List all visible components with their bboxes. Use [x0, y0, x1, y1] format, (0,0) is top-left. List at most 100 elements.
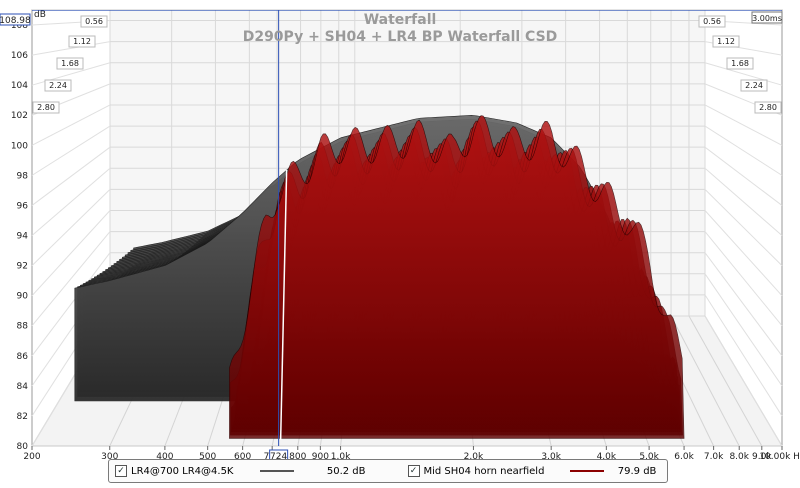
z-label-left: 0.56: [85, 17, 103, 26]
y-tick-label: 88: [17, 322, 29, 332]
y-tick-label: 98: [17, 171, 29, 181]
x-tick-label: 4.0k: [597, 452, 617, 462]
side-grid-right: [704, 231, 783, 327]
y-tick-label: 82: [17, 412, 28, 422]
chart-title: Waterfall: [364, 12, 437, 28]
y-tick-label: 86: [17, 352, 29, 362]
z-label-left: 1.12: [73, 37, 91, 46]
legend-label-lr4: LR4@700 LR4@4.5K: [131, 465, 234, 477]
x-tick-label: 9.0k: [752, 452, 772, 462]
y-tick-label: 102: [11, 111, 28, 121]
side-grid-left: [31, 104, 111, 146]
x-tick-label: 800: [289, 452, 306, 462]
y-tick-label: 106: [11, 51, 28, 61]
z-label-box-right: [726, 57, 754, 70]
side-grid-left: [31, 146, 111, 206]
z-label-box-right: [754, 101, 782, 114]
side-grid-right: [704, 252, 783, 357]
legend-value-sh04: 79.9 dB: [617, 465, 657, 477]
side-grid-right: [704, 167, 783, 236]
side-grid-right: [704, 125, 783, 176]
y-tick-label: 80: [17, 442, 29, 452]
side-grid-right: [704, 146, 783, 206]
waterfall-surface: [74, 115, 685, 439]
z-label-right: 2.24: [745, 81, 763, 90]
legend-item-sh04[interactable]: ✓ Mid SH04 horn nearfield 79.9 dB: [407, 465, 657, 477]
time-readout-box: [751, 11, 783, 24]
floor-grid: [688, 315, 763, 447]
y-tick-label: 90: [17, 292, 29, 302]
side-grid-right: [704, 210, 783, 296]
z-label-box-left: [68, 35, 96, 48]
red-slice: [229, 115, 685, 439]
z-label-box-left: [32, 101, 60, 114]
side-grid-left: [31, 41, 111, 56]
legend: ✓ LR4@700 LR4@4.5K 50.2 dB ✓ Mid SH04 ho…: [108, 459, 668, 483]
y-readout-box: [0, 13, 31, 26]
z-label-box-left: [44, 79, 72, 92]
side-grid-left: [31, 252, 111, 357]
side-grid-left: [31, 231, 111, 327]
side-grid-right: [704, 315, 783, 447]
x-readout: 724: [270, 452, 287, 462]
side-grid-right: [704, 273, 783, 387]
side-grid-left: [31, 210, 111, 296]
x-tick-label: 3.0k: [541, 452, 561, 462]
x-tick-label: 400: [156, 452, 173, 462]
legend-swatch-lr4: [259, 470, 294, 472]
y-tick-label: 94: [17, 232, 29, 242]
z-label-left: 2.24: [49, 81, 67, 90]
x-tick-label: 6.0k: [674, 452, 694, 462]
x-tick-label: 5.0k: [639, 452, 659, 462]
side-grid-right: [704, 62, 783, 86]
x-tick-label: 600: [234, 452, 251, 462]
z-label-left: 2.80: [37, 103, 55, 112]
legend-value-lr4: 50.2 dB: [326, 465, 366, 477]
x-tick-label: 2.0k: [464, 452, 484, 462]
floor-grid: [670, 315, 740, 447]
y-tick-label: 108: [11, 21, 28, 31]
z-label-left: 1.68: [61, 59, 79, 68]
z-label-right: 0.56: [703, 17, 721, 26]
y-readout: 108.98: [0, 16, 31, 26]
z-label-right: 2.80: [759, 103, 777, 112]
x-tick-label: 200: [23, 452, 40, 462]
z-label-box-right: [740, 79, 768, 92]
legend-checkbox-sh04[interactable]: ✓: [407, 465, 420, 477]
chart-subtitle: D290Py + SH04 + LR4 BP Waterfall CSD: [243, 29, 558, 45]
x-tick-label: 10.00k Hz: [759, 452, 800, 462]
x-tick-label: 7.0k: [704, 452, 724, 462]
axes: 2003004005006007008009001.0k2.0k3.0k4.0k…: [0, 10, 800, 462]
legend-item-lr4[interactable]: ✓ LR4@700 LR4@4.5K 50.2 dB: [115, 465, 366, 477]
x-tick-label: 1.0k: [331, 452, 351, 462]
y-tick-label: 92: [17, 262, 28, 272]
side-grid-left: [31, 125, 111, 176]
side-grid-right: [704, 294, 783, 417]
legend-checkbox-lr4[interactable]: ✓: [115, 465, 127, 477]
z-label-box-right: [712, 35, 740, 48]
z-label-right: 1.12: [717, 37, 735, 46]
y-tick-label: 96: [17, 201, 29, 211]
z-label-box-left: [80, 15, 108, 28]
legend-label-sh04: Mid SH04 horn nearfield: [423, 465, 545, 477]
side-grid-right: [704, 189, 783, 266]
z-label-right: 1.68: [731, 59, 749, 68]
x-tick-label: 500: [199, 452, 216, 462]
side-grid-left: [31, 189, 111, 266]
legend-swatch-sh04: [570, 470, 605, 472]
side-grid-left: [31, 167, 111, 236]
side-grid-right: [704, 104, 783, 146]
x-tick-label: 8.0k: [729, 452, 749, 462]
x-tick-label: 300: [101, 452, 118, 462]
z-label-box-right: [698, 15, 726, 28]
y-tick-label: 84: [17, 382, 29, 392]
z-label-box-left: [56, 57, 84, 70]
y-axis-unit: dB: [34, 10, 46, 20]
y-tick-label: 104: [11, 81, 28, 91]
time-readout: 3.00ms: [752, 14, 782, 23]
x-tick-label: 900: [312, 452, 329, 462]
y-tick-label: 100: [11, 141, 28, 151]
cursor-trace: [279, 169, 288, 441]
